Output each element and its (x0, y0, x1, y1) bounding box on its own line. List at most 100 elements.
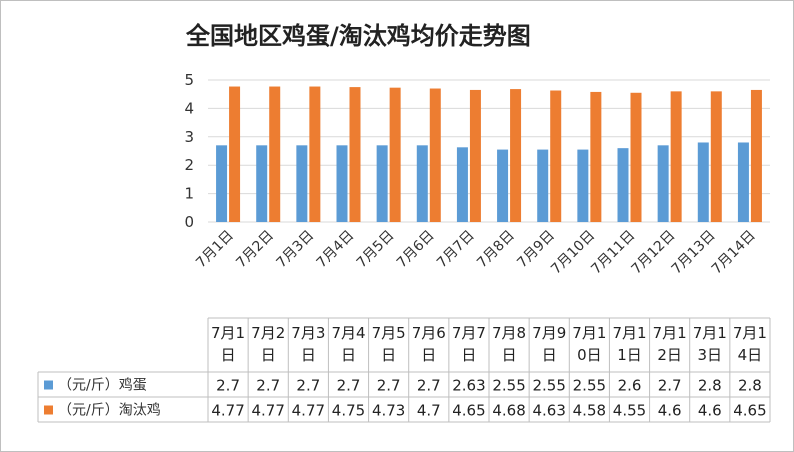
table-header-cell: 7月1 (693, 324, 727, 342)
bar-hen (710, 91, 722, 222)
bar-egg (416, 145, 428, 222)
y-tick-label: 0 (184, 213, 194, 231)
bar-hen (590, 91, 602, 222)
x-axis-labels: 7月1日7月2日7月3日7月4日7月5日7月6日7月7日7月8日7月9日7月10… (193, 228, 759, 278)
table-value-cell: 4.77 (211, 402, 244, 420)
x-tick-label: 7月11日 (588, 228, 638, 278)
table-value-cell: 2.7 (377, 377, 401, 395)
table-value-cell: 4.63 (533, 402, 566, 420)
table-header-cell: 日 (421, 346, 436, 364)
table-value-cell: 4.58 (573, 402, 606, 420)
x-tick-label: 7月8日 (474, 228, 518, 272)
data-table: 7月1 日 7月2 日 7月3 日 7月4 日 7月5 日 7月6 日 7月7 日 7月8 日 7月9 日 7月1 0… (37, 317, 771, 423)
table-value-cell: 4.73 (372, 402, 405, 420)
table-header-cell: 日 (221, 346, 236, 364)
table-value-cell: 2.6 (618, 377, 642, 395)
table-header-cell: 日 (502, 346, 517, 364)
bar-egg (456, 147, 468, 222)
bar-hen (630, 92, 642, 222)
bar-hen (389, 87, 401, 222)
legend-swatch (44, 405, 53, 415)
table-value-cell: 2.7 (216, 377, 240, 395)
x-tick-label: 7月13日 (669, 228, 719, 278)
bar-hen (510, 89, 522, 222)
bar-hen (229, 86, 241, 222)
bar-hen (349, 87, 361, 222)
table-value-cell: 2.7 (337, 377, 361, 395)
x-tick-label: 7月7日 (434, 228, 478, 272)
bar-egg (497, 149, 509, 222)
table-header-cell: 7月2 (251, 324, 285, 342)
table-header-cell: 日 (542, 346, 557, 364)
table-value-cell: 4.65 (452, 402, 485, 420)
y-tick-label: 3 (184, 128, 194, 146)
table-value-cell: 2.55 (573, 377, 606, 395)
bar-egg (657, 145, 669, 222)
table-header-cell: 日 (341, 346, 356, 364)
table-value-cell: 2.8 (698, 377, 722, 395)
table-header-cell: 7月1 (211, 324, 245, 342)
table-header-cell: 3日 (698, 346, 723, 364)
table-value-cell: 4.75 (332, 402, 365, 420)
x-tick-label: 7月5日 (354, 228, 398, 272)
table-header-cell: 1日 (617, 346, 642, 364)
bar-hen (750, 89, 762, 222)
table-value-cell: 4.77 (252, 402, 285, 420)
table-header-cell: 7月4 (331, 324, 365, 342)
table-value-cell: 4.7 (417, 402, 441, 420)
table-header-cell: 日 (301, 346, 316, 364)
bar-egg (296, 145, 308, 222)
table-header-cell: 7月7 (452, 324, 486, 342)
table-value-cell: 2.7 (256, 377, 280, 395)
table-header-cell: 7月6 (412, 324, 446, 342)
bar-hen (269, 86, 281, 222)
chart-title: 全国地区鸡蛋/淘汰鸡均价走势图 (186, 22, 531, 50)
legend-swatch (44, 380, 53, 390)
table-value-cell: 4.65 (733, 402, 766, 420)
table-header-cell: 日 (381, 346, 396, 364)
bar-egg (336, 145, 348, 222)
bar-hen (309, 86, 321, 222)
table-value-cell: 2.8 (738, 377, 762, 395)
table-header-cell: 7月8 (492, 324, 526, 342)
bar-hen (670, 91, 682, 222)
table-value-cell: 2.63 (452, 377, 485, 395)
bar-egg (376, 145, 388, 222)
table-header-cell: 2日 (657, 346, 682, 364)
bar-egg (216, 145, 228, 222)
x-tick-label: 7月4日 (314, 228, 358, 272)
x-tick-label: 7月12日 (628, 228, 678, 278)
y-axis-ticks: 0 1 2 3 4 5 (184, 71, 194, 231)
table-header-cell: 7月1 (612, 324, 646, 342)
bar-egg (537, 149, 549, 222)
x-tick-label: 7月10日 (548, 228, 598, 278)
x-tick-label: 7月14日 (709, 228, 759, 278)
table-header-cell: 日 (261, 346, 276, 364)
table-header-cell: 7月1 (733, 324, 767, 342)
table-header-cell: 7月5 (372, 324, 406, 342)
table-value-cell: 4.77 (292, 402, 325, 420)
bar-egg (617, 148, 629, 222)
table-header-cell: 7月1 (653, 324, 687, 342)
y-tick-label: 4 (184, 99, 194, 117)
table-header-cell: 7月3 (291, 324, 325, 342)
x-tick-label: 7月6日 (394, 228, 438, 272)
table-header-cell: 0日 (577, 346, 602, 364)
table-value-cell: 2.7 (417, 377, 441, 395)
bars (216, 86, 762, 223)
y-tick-label: 2 (184, 156, 194, 174)
legend-label: （元/斤）淘汰鸡 (58, 402, 161, 419)
table-value-cell: 2.55 (533, 377, 566, 395)
bar-egg (577, 149, 589, 222)
x-tick-label: 7月3日 (273, 228, 317, 272)
grid-lines (208, 79, 770, 223)
table-value-cell: 2.7 (296, 377, 320, 395)
table-value-cell: 4.6 (658, 402, 682, 420)
bar-egg (697, 142, 709, 222)
table-value-cell: 4.6 (698, 402, 722, 420)
y-tick-label: 1 (184, 185, 194, 203)
bar-hen (550, 90, 562, 223)
bar-egg (256, 145, 268, 222)
